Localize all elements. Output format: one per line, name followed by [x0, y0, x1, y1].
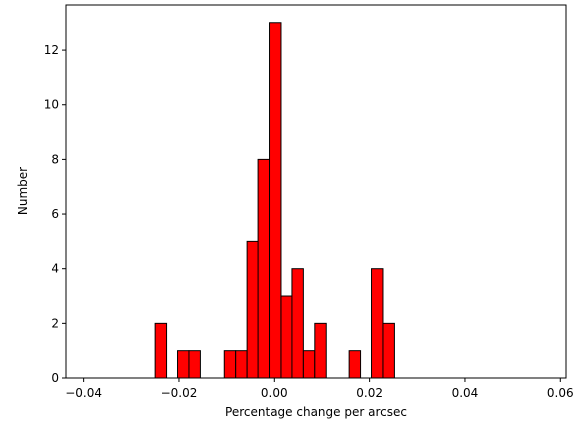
histogram-bar [223, 350, 237, 379]
y-axis-ticks: 0 2 4 6 8 10 12 [44, 43, 66, 385]
histogram-bar [348, 350, 362, 379]
histogram-bar [382, 322, 395, 379]
y-tick-label: 2 [51, 316, 59, 330]
y-tick-label: 10 [44, 98, 59, 112]
x-axis-ticks: −0.04 −0.02 0.00 0.02 0.04 0.06 [65, 378, 574, 400]
histogram-bar [235, 350, 248, 379]
y-tick-label: 12 [44, 43, 59, 57]
x-tick-label: 0.02 [356, 386, 383, 400]
y-tick-label: 0 [51, 371, 59, 385]
x-tick-label: 0.04 [452, 386, 479, 400]
histogram-bar [314, 322, 327, 379]
histogram-bar [302, 350, 316, 379]
histogram-bar [280, 295, 293, 379]
y-tick-label: 8 [51, 152, 59, 166]
histogram-bar [188, 350, 201, 379]
x-axis-label: Percentage change per arcsec [225, 405, 407, 419]
x-tick-label: −0.02 [161, 386, 198, 400]
bars-group [154, 22, 395, 379]
y-tick-label: 4 [51, 262, 59, 276]
histogram-bar [154, 322, 168, 379]
x-tick-label: 0.06 [547, 386, 574, 400]
histogram-bar [246, 240, 260, 379]
y-axis-label: Number [16, 167, 30, 215]
plot-frame [65, 4, 567, 379]
histogram-bar [291, 268, 304, 379]
x-tick-label: −0.04 [65, 386, 102, 400]
histogram-bar [257, 158, 271, 379]
y-tick-label: 6 [51, 207, 59, 221]
histogram-bar [177, 350, 190, 379]
histogram-bar [269, 22, 282, 379]
histogram-bar [371, 268, 384, 379]
x-tick-label: 0.00 [261, 386, 288, 400]
